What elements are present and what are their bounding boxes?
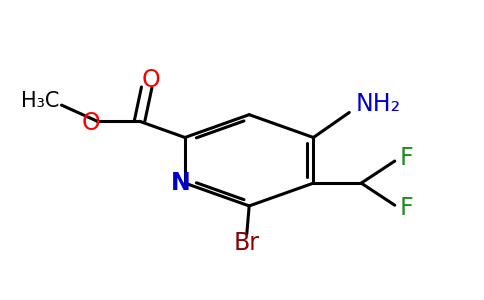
Text: F: F [400,146,413,170]
Text: Br: Br [234,231,260,255]
Text: NH₂: NH₂ [355,92,401,116]
Text: H₃C: H₃C [21,91,59,111]
Text: O: O [82,111,101,135]
Text: N: N [171,170,191,194]
Text: F: F [400,196,413,220]
Text: O: O [141,68,160,92]
